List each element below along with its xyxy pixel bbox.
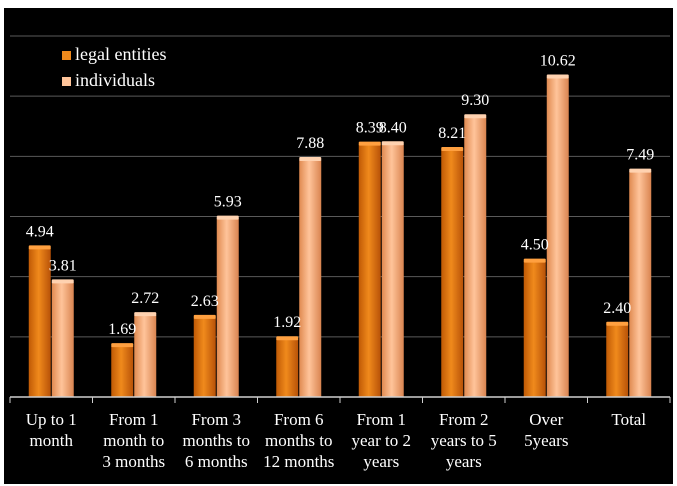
legend: legal entities individuals [62,44,166,90]
x-tick-label-line: month to [103,431,164,450]
bar [523,261,546,397]
data-label: 1.69 [108,321,136,338]
data-label: 3.81 [49,257,77,274]
grid-lines [10,35,670,338]
data-label: 1.92 [273,314,301,331]
x-tick-label: From 2 years to 5 years [431,410,497,471]
bar [51,282,74,397]
x-tick-label-line: Up to 1 [26,410,77,429]
bar [441,150,464,397]
data-label: 7.88 [296,135,324,152]
x-tick-label-line: years to 5 [431,431,497,450]
x-tick-label-line: 3 months [102,452,165,471]
x-tick-label-line: 6 months [185,452,248,471]
data-label: 4.50 [521,237,549,254]
x-axis: Up to 1 month From 1 month to 3 months From 3… [9,396,671,471]
x-tick-label-line: months to [265,431,333,450]
bar [134,315,157,397]
x-tick-label-line: years [363,452,399,471]
x-tick-label-line: Total [611,410,646,429]
x-tick-label-line: Over [529,410,563,429]
data-label: 4.94 [26,223,54,240]
x-tick-label-line: 12 months [263,452,334,471]
legend-swatch [62,51,71,60]
x-tick-label-line: month [30,431,74,450]
bar-cap [523,258,546,263]
data-label: 7.49 [626,147,654,164]
x-tick-label: From 1 year to 2 years [352,410,411,471]
data-label: 8.40 [379,119,407,136]
bar-cap [193,314,216,319]
bar-cap [464,114,487,119]
x-tick-label: Up to 1 month [26,410,77,450]
x-tick-label: Over 5years [524,410,568,450]
bar [358,144,381,397]
bar-cap [276,336,299,341]
x-tick-label-line: From 1 [356,410,406,429]
x-tick-label-line: From 3 [191,410,241,429]
data-label: 9.30 [461,92,489,109]
bar [276,339,299,397]
bars-layer [28,74,652,397]
bar [216,218,239,397]
x-tick-label: From 1 month to 3 months [102,410,165,471]
bar [606,324,629,397]
x-tick-label-line: months to [182,431,250,450]
data-label: 2.40 [603,300,631,317]
x-tick-label-line: year to 2 [352,431,411,450]
bar [28,248,51,397]
bar [299,159,322,397]
bar-cap [381,141,404,146]
bar-cap [546,74,569,79]
bar-cap [111,343,134,348]
x-tick-label-line: From 6 [274,410,324,429]
legend-swatch [62,77,71,86]
bar [546,77,569,397]
x-tick-label-line: years [446,452,482,471]
legend-label: individuals [75,70,155,90]
x-tick-label: Total [611,410,646,429]
bar-cap [358,141,381,146]
x-tick-label-line: 5years [524,431,568,450]
x-tick-label-line: From 1 [109,410,159,429]
bar-cap [629,168,652,173]
x-tick-label-line: From 2 [439,410,489,429]
bar-cap [216,215,239,220]
bar-cap [441,147,464,152]
data-label: 2.63 [191,293,219,310]
x-tick-label: From 3 months to 6 months [182,410,250,471]
bar [464,117,487,397]
bar-cap [299,156,322,161]
x-tick-label: From 6 months to 12 months [263,410,334,471]
data-label: 8.21 [438,125,466,142]
data-labels-layer: 4.94 1.69 2.63 1.92 8.39 8.21 4.50 2.40 3.81 2.72… [26,53,655,339]
bar-cap [51,279,74,284]
bar [629,171,652,397]
bar [193,317,216,397]
bar-cap [606,321,629,326]
legend-label: legal entities [75,44,166,64]
data-label: 10.62 [540,53,576,70]
bar-cap [134,312,157,317]
bar-cap [28,245,51,250]
data-label: 5.93 [214,194,242,211]
bar [381,144,404,397]
data-label: 2.72 [131,290,159,307]
data-label: 8.39 [356,120,384,137]
bar [111,346,134,397]
